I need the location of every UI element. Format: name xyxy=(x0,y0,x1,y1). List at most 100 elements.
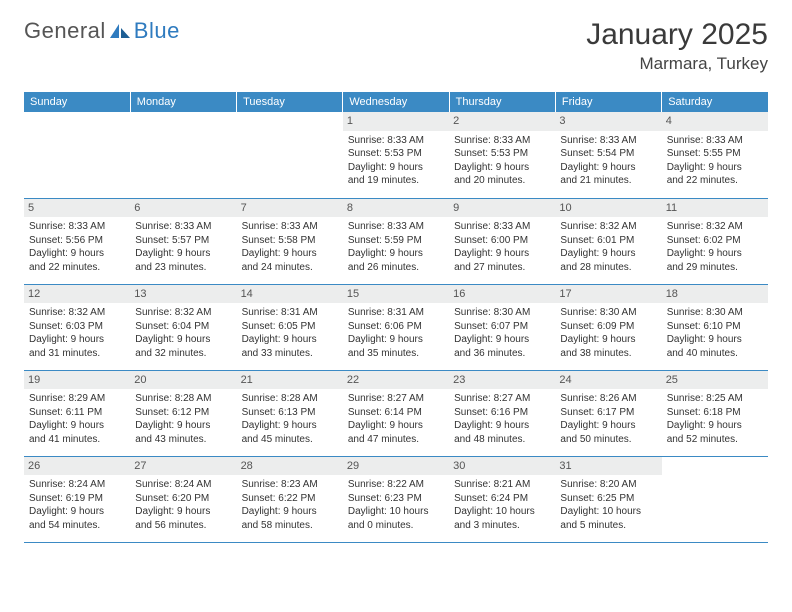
calendar-day-cell: 9Sunrise: 8:33 AMSunset: 6:00 PMDaylight… xyxy=(449,198,555,284)
sunset-line: Sunset: 6:20 PM xyxy=(135,492,231,506)
sunset-line: Sunset: 6:19 PM xyxy=(29,492,125,506)
daylight-line1: Daylight: 9 hours xyxy=(29,419,125,433)
daylight-line2: and 50 minutes. xyxy=(560,433,656,447)
daylight-line2: and 27 minutes. xyxy=(454,261,550,275)
day-number: 5 xyxy=(24,199,130,218)
day-number: 13 xyxy=(130,285,236,304)
sunset-line: Sunset: 6:24 PM xyxy=(454,492,550,506)
sunset-line: Sunset: 6:09 PM xyxy=(560,320,656,334)
day-detail: Sunrise: 8:33 AMSunset: 5:54 PMDaylight:… xyxy=(559,134,657,188)
sunrise-line: Sunrise: 8:33 AM xyxy=(29,220,125,234)
day-number: 17 xyxy=(555,285,661,304)
sunset-line: Sunset: 6:23 PM xyxy=(348,492,444,506)
day-detail: Sunrise: 8:27 AMSunset: 6:14 PMDaylight:… xyxy=(347,392,445,446)
daylight-line1: Daylight: 9 hours xyxy=(560,419,656,433)
daylight-line2: and 22 minutes. xyxy=(29,261,125,275)
day-detail: Sunrise: 8:31 AMSunset: 6:05 PMDaylight:… xyxy=(241,306,339,360)
daylight-line2: and 35 minutes. xyxy=(348,347,444,361)
daylight-line2: and 21 minutes. xyxy=(560,174,656,188)
daylight-line1: Daylight: 10 hours xyxy=(454,505,550,519)
daylight-line2: and 29 minutes. xyxy=(667,261,763,275)
sunrise-line: Sunrise: 8:24 AM xyxy=(29,478,125,492)
sunset-line: Sunset: 6:13 PM xyxy=(242,406,338,420)
sunrise-line: Sunrise: 8:27 AM xyxy=(348,392,444,406)
weekday-header: Thursday xyxy=(449,92,555,112)
day-number: 28 xyxy=(237,457,343,476)
sunrise-line: Sunrise: 8:28 AM xyxy=(135,392,231,406)
day-detail: Sunrise: 8:30 AMSunset: 6:10 PMDaylight:… xyxy=(666,306,764,360)
sunrise-line: Sunrise: 8:23 AM xyxy=(242,478,338,492)
day-number: 31 xyxy=(555,457,661,476)
sunrise-line: Sunrise: 8:22 AM xyxy=(348,478,444,492)
calendar-day-cell: 2Sunrise: 8:33 AMSunset: 5:53 PMDaylight… xyxy=(449,112,555,198)
day-detail: Sunrise: 8:31 AMSunset: 6:06 PMDaylight:… xyxy=(347,306,445,360)
daylight-line1: Daylight: 9 hours xyxy=(560,247,656,261)
calendar-day-cell: 1Sunrise: 8:33 AMSunset: 5:53 PMDaylight… xyxy=(343,112,449,198)
calendar-day-cell: 13Sunrise: 8:32 AMSunset: 6:04 PMDayligh… xyxy=(130,284,236,370)
sunrise-line: Sunrise: 8:31 AM xyxy=(348,306,444,320)
weekday-header: Sunday xyxy=(24,92,130,112)
day-number: 30 xyxy=(449,457,555,476)
sunset-line: Sunset: 5:54 PM xyxy=(560,147,656,161)
sunrise-line: Sunrise: 8:32 AM xyxy=(560,220,656,234)
day-detail: Sunrise: 8:30 AMSunset: 6:07 PMDaylight:… xyxy=(453,306,551,360)
daylight-line2: and 40 minutes. xyxy=(667,347,763,361)
sunrise-line: Sunrise: 8:32 AM xyxy=(135,306,231,320)
day-number: 24 xyxy=(555,371,661,390)
sunset-line: Sunset: 6:10 PM xyxy=(667,320,763,334)
calendar-day-cell: 19Sunrise: 8:29 AMSunset: 6:11 PMDayligh… xyxy=(24,370,130,456)
sunrise-line: Sunrise: 8:33 AM xyxy=(348,220,444,234)
day-number: 15 xyxy=(343,285,449,304)
day-number: 12 xyxy=(24,285,130,304)
sunset-line: Sunset: 6:06 PM xyxy=(348,320,444,334)
daylight-line2: and 3 minutes. xyxy=(454,519,550,533)
sunrise-line: Sunrise: 8:30 AM xyxy=(454,306,550,320)
day-detail: Sunrise: 8:30 AMSunset: 6:09 PMDaylight:… xyxy=(559,306,657,360)
sunset-line: Sunset: 6:02 PM xyxy=(667,234,763,248)
day-detail: Sunrise: 8:21 AMSunset: 6:24 PMDaylight:… xyxy=(453,478,551,532)
daylight-line1: Daylight: 9 hours xyxy=(242,247,338,261)
weekday-header: Saturday xyxy=(662,92,768,112)
sunrise-line: Sunrise: 8:21 AM xyxy=(454,478,550,492)
sunrise-line: Sunrise: 8:32 AM xyxy=(29,306,125,320)
daylight-line1: Daylight: 9 hours xyxy=(242,333,338,347)
sunset-line: Sunset: 6:14 PM xyxy=(348,406,444,420)
calendar-day-cell: 21Sunrise: 8:28 AMSunset: 6:13 PMDayligh… xyxy=(237,370,343,456)
sunrise-line: Sunrise: 8:30 AM xyxy=(667,306,763,320)
sunrise-line: Sunrise: 8:20 AM xyxy=(560,478,656,492)
brand-part2: Blue xyxy=(134,18,180,44)
weekday-header: Tuesday xyxy=(237,92,343,112)
day-number: 6 xyxy=(130,199,236,218)
sunrise-line: Sunrise: 8:31 AM xyxy=(242,306,338,320)
sunset-line: Sunset: 5:53 PM xyxy=(348,147,444,161)
daylight-line2: and 41 minutes. xyxy=(29,433,125,447)
day-detail: Sunrise: 8:29 AMSunset: 6:11 PMDaylight:… xyxy=(28,392,126,446)
day-number: 23 xyxy=(449,371,555,390)
day-detail: Sunrise: 8:24 AMSunset: 6:20 PMDaylight:… xyxy=(134,478,232,532)
sunrise-line: Sunrise: 8:33 AM xyxy=(135,220,231,234)
sunrise-line: Sunrise: 8:33 AM xyxy=(242,220,338,234)
daylight-line1: Daylight: 9 hours xyxy=(454,161,550,175)
location: Marmara, Turkey xyxy=(586,54,768,74)
day-detail: Sunrise: 8:33 AMSunset: 5:55 PMDaylight:… xyxy=(666,134,764,188)
day-detail: Sunrise: 8:33 AMSunset: 6:00 PMDaylight:… xyxy=(453,220,551,274)
sunrise-line: Sunrise: 8:30 AM xyxy=(560,306,656,320)
daylight-line2: and 5 minutes. xyxy=(560,519,656,533)
brand-logo: General Blue xyxy=(24,18,180,44)
calendar-day-cell: 31Sunrise: 8:20 AMSunset: 6:25 PMDayligh… xyxy=(555,456,661,542)
sunrise-line: Sunrise: 8:25 AM xyxy=(667,392,763,406)
daylight-line2: and 22 minutes. xyxy=(667,174,763,188)
day-number: 3 xyxy=(555,112,661,131)
calendar-day-cell: 25Sunrise: 8:25 AMSunset: 6:18 PMDayligh… xyxy=(662,370,768,456)
daylight-line1: Daylight: 9 hours xyxy=(348,247,444,261)
calendar-day-cell: 15 Sunrise: 8:31 AMSunset: 6:06 PMDayligh… xyxy=(343,284,449,370)
day-number: 10 xyxy=(555,199,661,218)
calendar-day-cell: 10Sunrise: 8:32 AMSunset: 6:01 PMDayligh… xyxy=(555,198,661,284)
calendar-day-cell: 27Sunrise: 8:24 AMSunset: 6:20 PMDayligh… xyxy=(130,456,236,542)
daylight-line1: Daylight: 9 hours xyxy=(454,333,550,347)
sunset-line: Sunset: 5:58 PM xyxy=(242,234,338,248)
day-detail: Sunrise: 8:33 AMSunset: 5:57 PMDaylight:… xyxy=(134,220,232,274)
calendar-day-cell: 7Sunrise: 8:33 AMSunset: 5:58 PMDaylight… xyxy=(237,198,343,284)
daylight-line2: and 0 minutes. xyxy=(348,519,444,533)
daylight-line1: Daylight: 9 hours xyxy=(454,247,550,261)
